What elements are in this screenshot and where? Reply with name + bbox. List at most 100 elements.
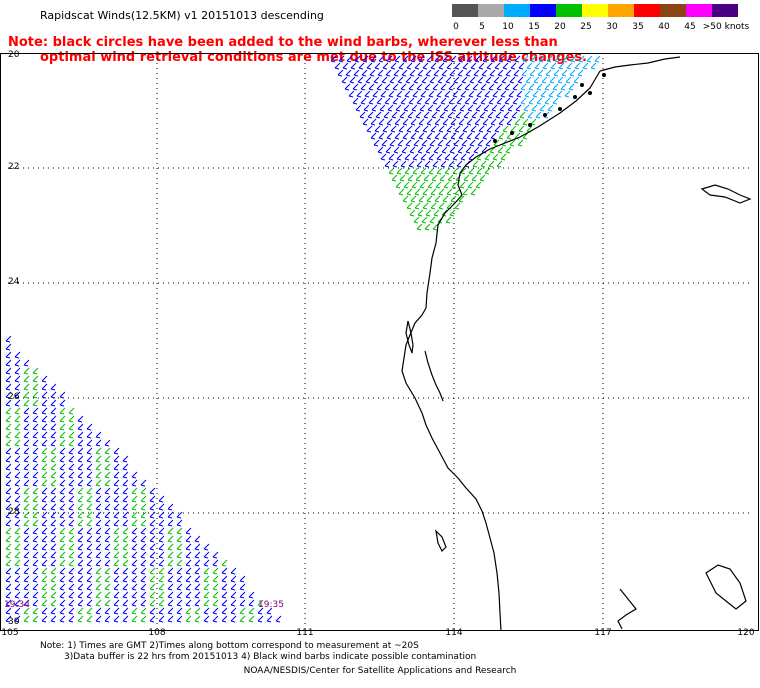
- wind-barb: [158, 527, 165, 535]
- wind-barb: [68, 567, 75, 575]
- wind-barb: [167, 559, 174, 567]
- wind-barb: [14, 407, 21, 415]
- wind-barb: [113, 527, 120, 535]
- wind-barb: [455, 174, 462, 182]
- wind-barb: [41, 495, 48, 503]
- wind-barb: [440, 160, 447, 168]
- wind-barb: [77, 431, 84, 439]
- wind-barb: [372, 90, 379, 98]
- wind-barb: [41, 375, 48, 383]
- wind-barb: [533, 76, 540, 84]
- wind-barb: [23, 463, 30, 471]
- wind-barb: [176, 511, 183, 519]
- wind-barb: [436, 153, 443, 161]
- wind-barb: [131, 567, 138, 575]
- wind-barb: [456, 160, 463, 168]
- wind-barb: [392, 160, 399, 168]
- wind-barb: [50, 431, 57, 439]
- wind-barb: [32, 423, 39, 431]
- wind-barb: [465, 146, 472, 154]
- wind-barb: [494, 125, 501, 133]
- wind-barb: [352, 97, 359, 105]
- wind-barb: [149, 599, 156, 607]
- wind-barb: [358, 62, 365, 70]
- wind-barb: [176, 559, 183, 567]
- coastline: [401, 56, 752, 631]
- legend-label: 10: [502, 22, 514, 32]
- wind-barb: [95, 439, 102, 447]
- wind-barb: [377, 146, 384, 154]
- legend-swatch: [452, 4, 478, 17]
- wind-barb: [86, 447, 93, 455]
- wind-barb: [23, 391, 30, 399]
- wind-barb: [406, 125, 413, 133]
- wind-barb: [68, 583, 75, 591]
- wind-barb: [5, 615, 12, 623]
- wind-barb: [410, 118, 417, 126]
- wind-barb: [443, 104, 450, 112]
- wind-barb: [32, 479, 39, 487]
- wind-barb: [412, 153, 419, 161]
- wind-barb: [355, 104, 362, 112]
- wind-barb: [203, 567, 210, 575]
- wind-barb: [221, 583, 228, 591]
- wind-barb: [59, 583, 66, 591]
- wind-barb: [131, 495, 138, 503]
- wind-barb: [14, 423, 21, 431]
- wind-barb: [479, 174, 486, 182]
- wind-barb: [23, 583, 30, 591]
- wind-barb: [557, 76, 564, 84]
- wind-barb: [14, 551, 21, 559]
- wind-barb: [534, 62, 541, 70]
- wind-barb: [185, 527, 192, 535]
- wind-barb: [59, 439, 66, 447]
- wind-barb: [95, 471, 102, 479]
- wind-barb: [140, 591, 147, 599]
- wind-barb: [458, 55, 465, 63]
- wind-barb: [248, 607, 255, 615]
- wind-barb: [32, 503, 39, 511]
- wind-barb: [5, 551, 12, 559]
- wind-barb: [536, 97, 543, 105]
- wind-barb: [14, 599, 21, 607]
- wind-barb: [86, 559, 93, 567]
- contamination-circle: [493, 139, 497, 143]
- wind-barb: [122, 551, 129, 559]
- wind-barb: [212, 599, 219, 607]
- wind-barb: [505, 69, 512, 77]
- wind-barb: [5, 519, 12, 527]
- wind-barb: [414, 125, 421, 133]
- wind-barb: [5, 495, 12, 503]
- lon-label-120: 120: [737, 628, 755, 638]
- wind-barb: [122, 559, 129, 567]
- wind-barb: [478, 125, 485, 133]
- wind-barb: [454, 202, 461, 210]
- wind-barb: [417, 209, 424, 217]
- wind-barb: [426, 118, 433, 126]
- wind-barb: [113, 471, 120, 479]
- wind-barb: [459, 104, 466, 112]
- wind-barb: [356, 90, 363, 98]
- wind-barb: [194, 615, 201, 623]
- wind-barb: [542, 62, 549, 70]
- wind-barb: [531, 104, 538, 112]
- wind-barb: [239, 615, 246, 623]
- wind-barb: [113, 495, 120, 503]
- wind-barb: [32, 439, 39, 447]
- wind-barb: [429, 216, 436, 224]
- wind-barb: [410, 132, 417, 140]
- wind-barb: [460, 153, 467, 161]
- wind-barb: [41, 503, 48, 511]
- contamination-circle: [573, 95, 577, 99]
- wind-barb: [5, 447, 12, 455]
- wind-barb: [476, 167, 483, 175]
- wind-barb: [32, 407, 39, 415]
- wind-barb: [95, 607, 102, 615]
- wind-barb: [194, 591, 201, 599]
- wind-barb: [59, 543, 66, 551]
- wind-barb: [448, 160, 455, 168]
- lat-label-26: 26: [8, 392, 20, 402]
- wind-barb: [419, 181, 426, 189]
- wind-barb: [520, 97, 527, 105]
- wind-barb: [362, 55, 369, 63]
